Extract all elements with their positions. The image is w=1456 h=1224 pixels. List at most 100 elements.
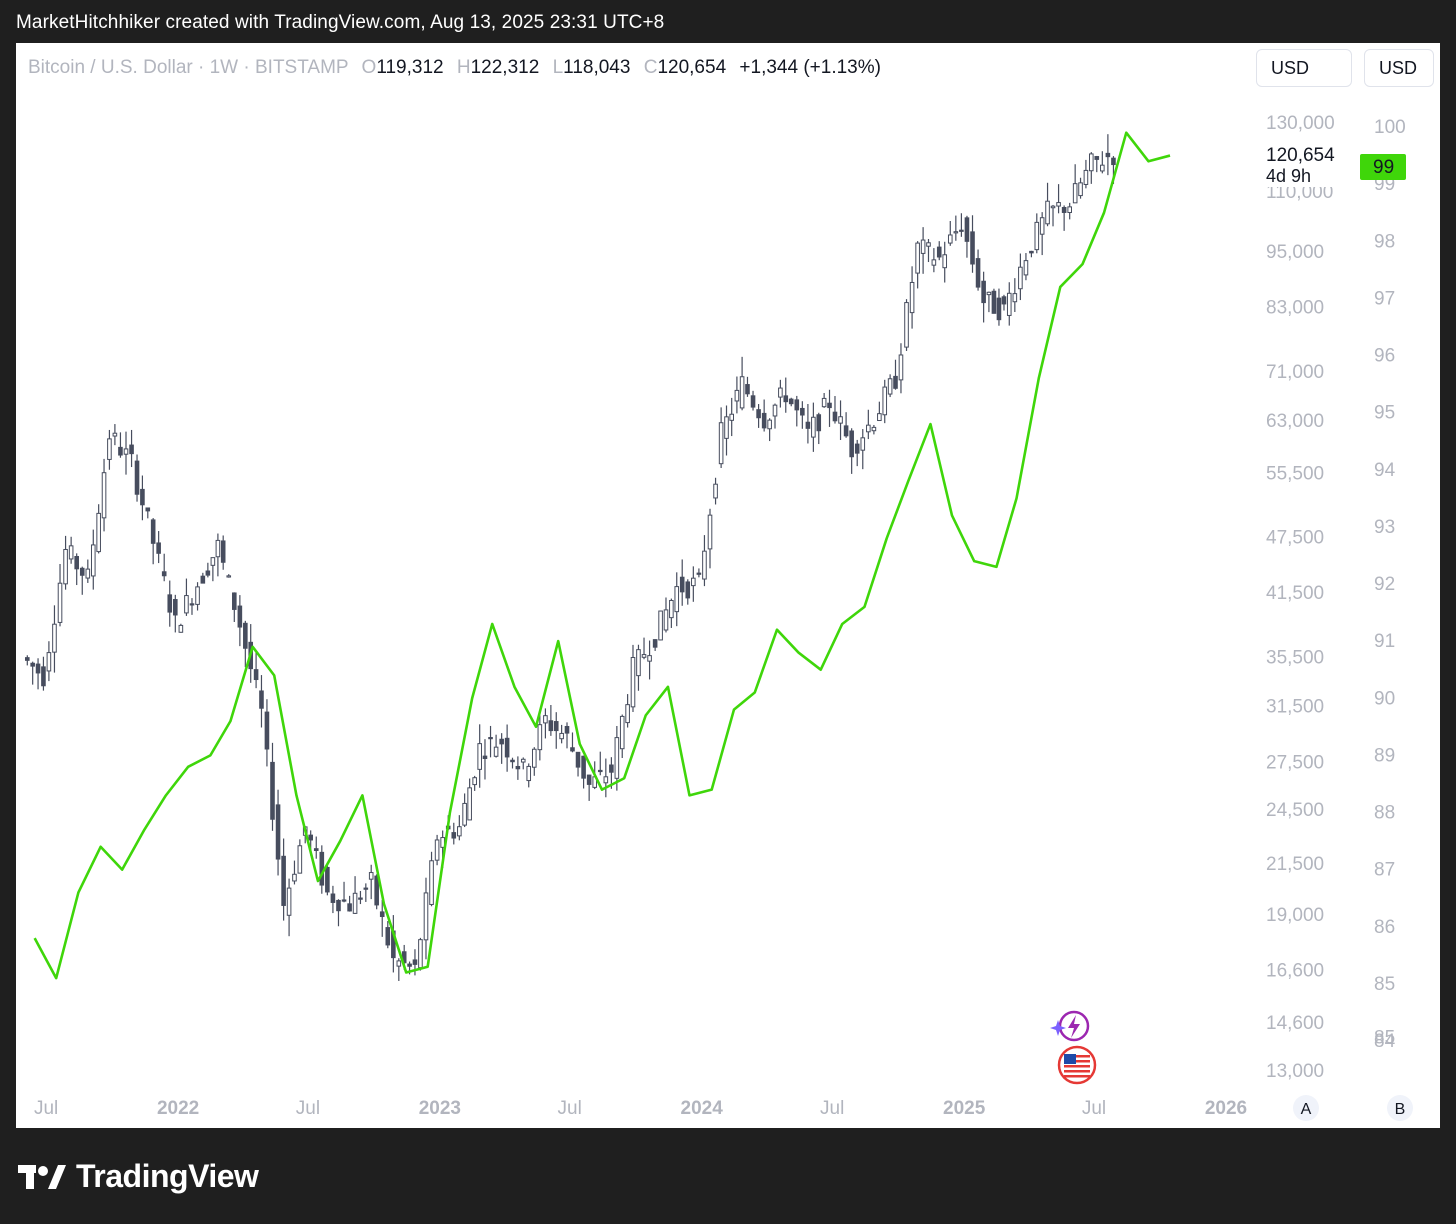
candle-body	[1083, 169, 1089, 185]
candle-body	[286, 887, 292, 916]
candle-body	[1012, 293, 1018, 303]
flag-stripe	[1064, 1055, 1090, 1058]
left-axis-tick: 110,000	[1266, 182, 1333, 203]
candle-body	[347, 903, 352, 912]
candlestick-series	[24, 134, 1116, 981]
left-axis-tick: 71,000	[1266, 362, 1324, 383]
left-axis-tick: 21,500	[1266, 854, 1324, 875]
candle-body	[46, 652, 52, 672]
candle-body	[756, 409, 761, 419]
candle-body	[281, 855, 286, 906]
candle-body	[843, 425, 849, 437]
candle-body	[718, 422, 724, 465]
candle-body	[173, 599, 178, 616]
candle-body	[702, 550, 707, 580]
candle-body	[407, 963, 412, 967]
candle-body	[986, 291, 992, 296]
candle-body	[739, 376, 745, 409]
candle-body	[85, 568, 91, 579]
candle-body	[860, 437, 866, 451]
currency-button-right[interactable]: USD	[1364, 49, 1434, 87]
candle-body	[970, 231, 975, 265]
right-axis-tick: 95	[1374, 403, 1395, 424]
candle-body	[451, 832, 457, 839]
candle-body	[477, 743, 482, 770]
candle-body	[161, 571, 167, 577]
left-axis-tick: 14,600	[1266, 1013, 1324, 1034]
candle-body	[319, 851, 325, 886]
candle-body	[30, 662, 35, 667]
candle-body	[603, 776, 609, 784]
candle-body	[849, 430, 854, 458]
candle-body	[1050, 205, 1056, 209]
candle-body	[341, 899, 347, 902]
candle-body	[926, 242, 931, 247]
right-axis-tick: 88	[1374, 803, 1395, 824]
candle-body	[220, 540, 226, 563]
currency-button-left[interactable]: USD	[1256, 49, 1352, 87]
candle-body	[363, 887, 369, 890]
candle-body	[1067, 206, 1072, 213]
candle-body	[385, 927, 391, 946]
close-value: 120,654	[657, 57, 727, 78]
candle-body	[118, 446, 123, 456]
left-axis-tick: 83,000	[1266, 298, 1324, 319]
candle-body	[564, 725, 570, 734]
candle-body	[575, 751, 581, 768]
candle-body	[145, 507, 151, 512]
candle-body	[586, 774, 592, 785]
candle-body	[336, 899, 341, 912]
candle-body	[462, 802, 467, 826]
candle-body	[581, 755, 586, 779]
right-axis-tick: 87	[1374, 860, 1395, 881]
right-axis-tick: 96	[1374, 346, 1395, 367]
candle-body	[488, 737, 493, 740]
right-axis-tick: 91	[1374, 631, 1395, 652]
candle-body	[112, 432, 118, 437]
time-axis-tick: 2024	[681, 1098, 724, 1119]
chart-panel: 130,000 110,000 95,000 83,000 71,000 63,000 55…	[16, 43, 1440, 1128]
candle-body	[821, 397, 827, 408]
candle-body	[107, 438, 112, 460]
candle-body	[729, 413, 735, 421]
right-axis-tick: 100	[1374, 117, 1406, 138]
candle-body	[74, 556, 79, 570]
scale-badge-a-label: A	[1301, 1101, 1312, 1118]
right-axis-tick: 93	[1374, 517, 1395, 538]
candle-body	[832, 411, 838, 422]
time-axis-tick: 2023	[419, 1098, 461, 1119]
candle-body	[877, 413, 882, 422]
candle-body	[129, 444, 134, 455]
right-axis-tick: 86	[1374, 917, 1395, 938]
left-axis-tick: 24,500	[1266, 800, 1324, 821]
candle-body	[189, 603, 195, 606]
time-axis-tick: Jul	[1082, 1098, 1106, 1119]
candle-body	[526, 765, 532, 782]
left-axis-tick: 31,500	[1266, 697, 1324, 718]
scale-badge-b	[1387, 1095, 1413, 1121]
candle-body	[975, 258, 981, 288]
candle-body	[1039, 217, 1045, 235]
candle-body	[548, 720, 554, 732]
time-axis-tick: Jul	[34, 1098, 58, 1119]
candle-body	[570, 747, 575, 752]
candle-body	[663, 609, 669, 631]
candle-body	[537, 724, 543, 751]
open-label: O	[361, 57, 377, 78]
candle-body	[429, 860, 434, 905]
candle-body	[210, 557, 216, 566]
candle-body	[101, 472, 107, 519]
candle-body	[200, 575, 206, 584]
left-axis-tick: 63,000	[1266, 411, 1324, 432]
price-chart[interactable]: 130,000 110,000 95,000 83,000 71,000 63,000 55…	[16, 43, 1440, 1128]
candle-body	[482, 755, 488, 760]
flag-stripe	[1064, 1065, 1090, 1068]
candle-body	[96, 512, 101, 553]
candle-body	[816, 414, 822, 432]
candle-body	[827, 402, 832, 409]
flag-stripe	[1064, 1070, 1090, 1073]
tradingview-logo[interactable]: TradingView	[18, 1158, 259, 1195]
left-axis-tick: 13,000	[1266, 1061, 1324, 1082]
candle-body	[1001, 296, 1007, 305]
candle-body	[619, 715, 625, 750]
